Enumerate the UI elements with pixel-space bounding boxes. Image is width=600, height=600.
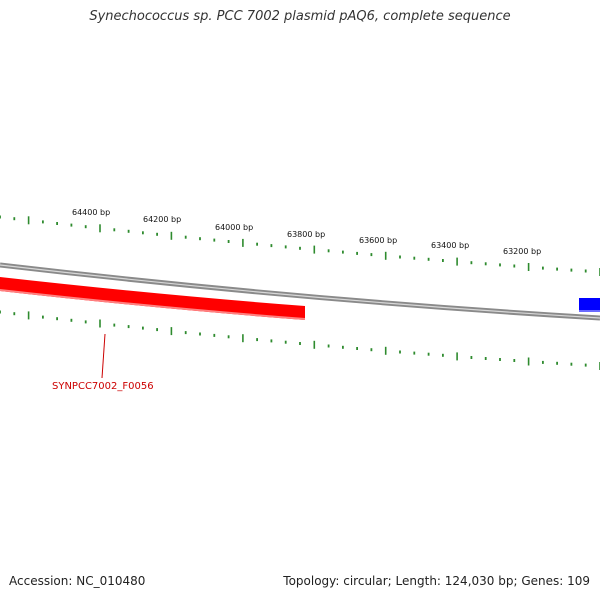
- scale-label-63200: 63200 bp: [503, 247, 541, 256]
- inner-tick-marks: [0, 310, 600, 370]
- gene-synpcc7002-f0056[interactable]: [0, 277, 305, 320]
- backbone-arc-highlight: [0, 264, 600, 319]
- scale-label-63600: 63600 bp: [359, 236, 397, 245]
- outer-tick-marks: [0, 215, 600, 276]
- scale-label-63400: 63400 bp: [431, 241, 469, 250]
- gene-reverse-strand-shadow: [579, 310, 600, 312]
- gene-reverse-strand[interactable]: [579, 298, 600, 312]
- gene-synpcc7002-f0056-shadow: [0, 289, 305, 320]
- scale-label-63800: 63800 bp: [287, 230, 325, 239]
- genome-summary-text: Topology: circular; Length: 124,030 bp; …: [283, 574, 590, 588]
- scale-label-64200: 64200 bp: [143, 215, 181, 224]
- gene-label-leader: [101, 333, 106, 379]
- scale-label-64000: 64000 bp: [215, 223, 253, 232]
- map-title: Synechococcus sp. PCC 7002 plasmid pAQ6,…: [89, 9, 511, 24]
- scale-labels: 64400 bp 64200 bp 64000 bp 63800 bp 6360…: [72, 208, 541, 256]
- accession-text: Accession: NC_010480: [9, 574, 146, 588]
- gene-label-synpcc7002-f0056: SYNPCC7002_F0056: [52, 381, 154, 392]
- scale-label-64400: 64400 bp: [72, 208, 110, 217]
